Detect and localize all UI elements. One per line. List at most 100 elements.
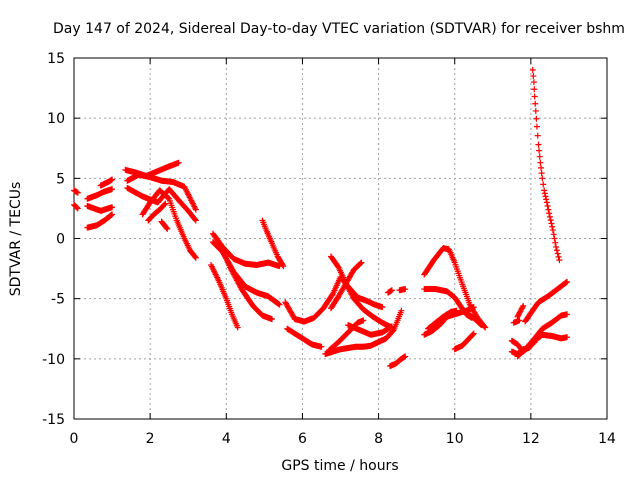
y-tick-label: 5 bbox=[56, 171, 65, 187]
data-point-marker bbox=[540, 181, 547, 188]
data-point-marker bbox=[531, 86, 538, 93]
data-point-marker bbox=[535, 141, 542, 148]
y-axis-label: SDTVAR / TECUs bbox=[8, 182, 24, 297]
series-arc-13 bbox=[209, 230, 283, 270]
series-arc-22 bbox=[327, 259, 365, 312]
grid-lines bbox=[74, 58, 607, 419]
y-tick-label: 10 bbox=[47, 111, 65, 127]
data-point-marker bbox=[109, 204, 116, 211]
data-point-marker bbox=[549, 227, 556, 234]
data-point-marker bbox=[530, 73, 537, 80]
series-arc-19 bbox=[284, 325, 325, 350]
data-point-marker bbox=[536, 153, 543, 160]
series-arc-32 bbox=[451, 330, 477, 353]
data-point-marker bbox=[109, 211, 116, 218]
data-point-marker bbox=[546, 210, 553, 217]
data-point-marker bbox=[192, 217, 199, 224]
series-arc-40 bbox=[529, 67, 563, 264]
data-point-marker bbox=[360, 317, 367, 324]
data-point-marker bbox=[470, 331, 477, 338]
series-arc-05 bbox=[84, 211, 116, 231]
x-tick-labels: 0 2 4 6 8 10 12 14 bbox=[70, 431, 616, 447]
x-tick-label: 12 bbox=[522, 431, 540, 447]
data-point-marker bbox=[402, 286, 409, 293]
data-point-marker bbox=[379, 304, 386, 311]
series-arc-37 bbox=[522, 278, 571, 325]
data-point-marker bbox=[552, 243, 559, 250]
data-point-marker bbox=[478, 322, 485, 329]
data-point-marker bbox=[388, 323, 395, 330]
series-arc-36 bbox=[514, 311, 571, 360]
data-point-marker bbox=[554, 250, 561, 257]
y-tick-label: -10 bbox=[42, 352, 65, 368]
x-tick-label: 6 bbox=[298, 431, 307, 447]
series-arc-17 bbox=[259, 217, 287, 270]
y-tick-label: -5 bbox=[51, 292, 65, 308]
data-point-marker bbox=[547, 217, 554, 224]
data-point-marker bbox=[545, 206, 552, 213]
data-point-marker bbox=[108, 212, 115, 219]
data-point-marker bbox=[318, 343, 325, 350]
series-arc-16 bbox=[208, 261, 241, 331]
data-point-marker bbox=[552, 239, 559, 246]
series-arc-27 bbox=[396, 286, 409, 294]
data-point-marker bbox=[398, 307, 405, 314]
y-tick-label: 0 bbox=[56, 232, 65, 248]
x-tick-label: 14 bbox=[598, 431, 616, 447]
data-point-marker bbox=[358, 259, 365, 266]
data-point-marker bbox=[544, 203, 551, 210]
data-point-marker bbox=[546, 213, 553, 220]
data-point-marker bbox=[538, 164, 545, 171]
data-point-marker bbox=[279, 261, 286, 268]
y-tick-label: 15 bbox=[47, 51, 65, 67]
x-tick-label: 4 bbox=[222, 431, 231, 447]
y-tick-labels: -15 -10 -5 0 5 10 15 bbox=[42, 51, 65, 428]
data-point-marker bbox=[519, 304, 526, 311]
data-point-marker bbox=[564, 311, 571, 318]
data-point-marker bbox=[470, 330, 477, 337]
data-point-marker bbox=[357, 260, 364, 267]
axis-ticks bbox=[73, 57, 608, 420]
x-axis-label: GPS time / hours bbox=[281, 458, 398, 474]
chart-title: Day 147 of 2024, Sidereal Day-to-day VTE… bbox=[53, 21, 625, 37]
data-point-marker bbox=[520, 302, 527, 309]
data-point-marker bbox=[163, 224, 170, 231]
data-point-marker bbox=[542, 193, 549, 200]
x-tick-label: 8 bbox=[374, 431, 383, 447]
data-point-marker bbox=[192, 206, 199, 213]
data-point-marker bbox=[539, 175, 546, 182]
series-arc-39 bbox=[510, 317, 523, 326]
data-point-marker bbox=[536, 147, 543, 154]
series-arc-04 bbox=[84, 203, 116, 214]
data-point-marker bbox=[516, 317, 523, 324]
data-point-marker bbox=[276, 301, 283, 308]
data-point-marker bbox=[192, 253, 199, 260]
data-point-marker bbox=[538, 170, 545, 177]
data-points bbox=[71, 67, 571, 370]
data-point-marker bbox=[529, 67, 536, 74]
data-point-marker bbox=[532, 107, 539, 114]
series-arc-33 bbox=[459, 307, 485, 329]
data-point-marker bbox=[175, 159, 182, 166]
data-point-marker bbox=[550, 231, 557, 238]
data-point-marker bbox=[388, 287, 395, 294]
data-point-marker bbox=[470, 304, 477, 311]
data-point-marker bbox=[280, 263, 287, 270]
data-point-marker bbox=[564, 334, 571, 341]
data-point-marker bbox=[543, 199, 550, 206]
series-arc-31 bbox=[425, 307, 460, 332]
data-point-marker bbox=[192, 254, 199, 261]
data-point-marker bbox=[555, 253, 562, 260]
data-point-marker bbox=[74, 205, 81, 212]
series-arc-12 bbox=[158, 218, 171, 232]
data-point-marker bbox=[164, 225, 171, 232]
data-point-marker bbox=[543, 196, 550, 203]
series-arc-25 bbox=[386, 353, 409, 370]
data-point-marker bbox=[532, 100, 539, 107]
data-point-marker bbox=[109, 176, 116, 183]
series-arc-06 bbox=[97, 176, 116, 189]
data-point-marker bbox=[531, 93, 538, 100]
y-tick-label: -15 bbox=[42, 412, 65, 428]
data-point-marker bbox=[268, 316, 275, 323]
data-point-marker bbox=[534, 132, 541, 139]
